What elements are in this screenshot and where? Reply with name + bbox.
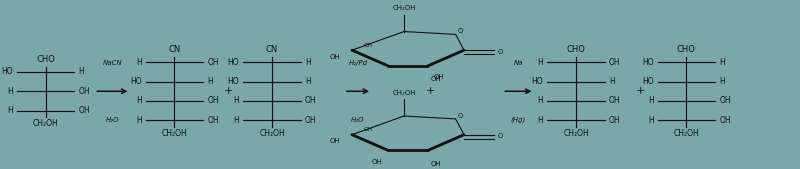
Text: OH: OH: [719, 96, 731, 105]
Text: H: H: [7, 87, 13, 96]
Text: O: O: [498, 49, 503, 55]
Text: CH₂OH: CH₂OH: [162, 129, 187, 138]
Text: OH: OH: [207, 58, 219, 67]
Text: (Hg): (Hg): [510, 117, 526, 123]
Text: OH: OH: [207, 96, 219, 105]
Text: CN: CN: [266, 45, 278, 54]
Text: H: H: [207, 77, 213, 86]
Text: H: H: [136, 96, 142, 105]
Text: Na: Na: [514, 60, 523, 66]
Text: H₂O: H₂O: [351, 117, 365, 123]
Text: H: H: [7, 106, 13, 115]
Text: +: +: [223, 86, 233, 96]
Text: OH: OH: [434, 75, 445, 80]
Text: CN: CN: [168, 45, 181, 54]
Text: CH₂OH: CH₂OH: [563, 129, 589, 138]
Text: H: H: [648, 96, 654, 105]
Text: +: +: [635, 86, 645, 96]
Text: OH: OH: [78, 106, 90, 115]
Text: OH: OH: [305, 116, 317, 125]
Text: CHO: CHO: [677, 45, 696, 54]
Text: CH₂OH: CH₂OH: [674, 129, 699, 138]
Text: H: H: [609, 77, 614, 86]
Text: CH: CH: [363, 127, 373, 132]
Text: CH: CH: [363, 43, 373, 48]
Text: OH: OH: [609, 116, 621, 125]
Text: O: O: [458, 113, 463, 118]
Text: H: H: [234, 96, 239, 105]
Text: OH: OH: [609, 96, 621, 105]
Text: OH: OH: [78, 87, 90, 96]
Text: CH₂OH: CH₂OH: [392, 90, 416, 96]
Text: CH₂OH: CH₂OH: [392, 5, 416, 11]
Text: H: H: [78, 67, 84, 76]
Text: HO: HO: [1, 67, 13, 76]
Text: H: H: [136, 58, 142, 67]
Text: NaCN: NaCN: [102, 60, 122, 66]
Text: OH: OH: [330, 54, 340, 60]
Text: HO: HO: [531, 77, 543, 86]
Text: HO: HO: [227, 58, 239, 67]
Text: HO: HO: [642, 77, 654, 86]
Text: OH: OH: [305, 96, 317, 105]
Text: H: H: [305, 77, 310, 86]
Text: H₂/Pd: H₂/Pd: [349, 60, 367, 66]
Text: HO: HO: [227, 77, 239, 86]
Text: H: H: [538, 116, 543, 125]
Text: H: H: [305, 58, 310, 67]
Text: OH: OH: [430, 76, 441, 82]
Text: H: H: [136, 116, 142, 125]
Text: H: H: [538, 96, 543, 105]
Text: H: H: [719, 77, 725, 86]
Text: OH: OH: [330, 138, 340, 144]
Text: CH₂OH: CH₂OH: [259, 129, 285, 138]
Text: OH: OH: [207, 116, 219, 125]
Text: H₂O: H₂O: [106, 117, 119, 123]
Text: OH: OH: [719, 116, 731, 125]
Text: OH: OH: [371, 159, 382, 165]
Text: H: H: [538, 58, 543, 67]
Text: +: +: [426, 86, 435, 96]
Text: O: O: [498, 133, 503, 139]
Text: CHO: CHO: [36, 55, 55, 64]
Text: H: H: [234, 116, 239, 125]
Text: CH₂OH: CH₂OH: [33, 119, 58, 128]
Text: H: H: [719, 58, 725, 67]
Text: OH: OH: [430, 161, 441, 167]
Text: OH: OH: [609, 58, 621, 67]
Text: O: O: [458, 28, 463, 34]
Text: HO: HO: [130, 77, 142, 86]
Text: CHO: CHO: [566, 45, 586, 54]
Text: HO: HO: [642, 58, 654, 67]
Text: H: H: [648, 116, 654, 125]
